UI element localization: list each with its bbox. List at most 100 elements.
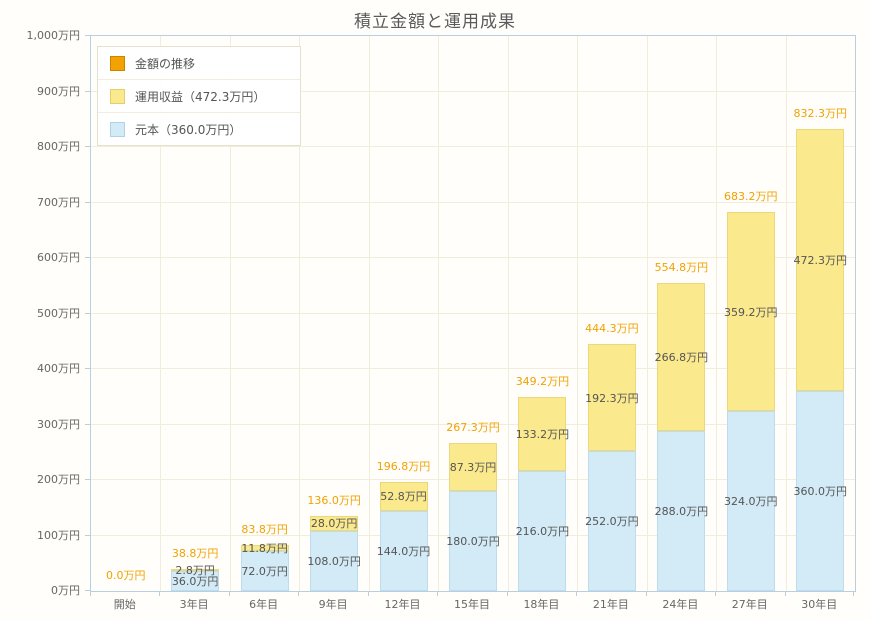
legend: 金額の推移運用収益（472.3万円） 元本（360.0万円） [97, 46, 301, 146]
x-axis-tick [506, 591, 508, 596]
bar-profit-label: 87.3万円 [449, 460, 497, 474]
legend-item[interactable]: 元本（360.0万円） [98, 113, 300, 145]
gridline-vertical [229, 36, 231, 591]
bar-segment-profit[interactable] [449, 442, 497, 492]
bar-profit-label: 266.8万円 [654, 351, 709, 365]
bar-segment-principal[interactable] [796, 391, 845, 591]
bar-total-label: 196.8万円 [376, 459, 431, 473]
x-axis-category-label: 6年目 [249, 598, 279, 611]
gridline-vertical [507, 36, 509, 591]
y-axis: 0万円 100万円 200万円 300万円 400万円 500万円 600万円 700万円 80… [0, 29, 90, 597]
bar-segment-principal[interactable] [310, 531, 359, 591]
gridline-horizontal [91, 423, 855, 425]
bar-profit-label: 2.8万円 [175, 564, 215, 578]
bar-principal-label: 72.0万円 [241, 565, 288, 579]
y-axis-tick-label: 300万円 [37, 417, 80, 431]
bar-profit-label: 133.2万円 [515, 428, 570, 442]
bar-total-label: 832.3万円 [793, 107, 848, 121]
bar-total-label: 83.8万円 [241, 522, 288, 536]
gridline-horizontal [91, 90, 855, 92]
x-axis-tick [437, 591, 439, 596]
bar-segment-profit[interactable] [310, 515, 359, 532]
bar-profit-label: 472.3万円 [793, 254, 848, 268]
y-axis-tick [85, 201, 90, 203]
legend-swatch [110, 55, 125, 71]
y-axis-tick [85, 312, 90, 314]
bar-profit-label: 192.3万円 [585, 391, 639, 405]
gridline-horizontal [91, 312, 855, 314]
legend-item[interactable]: 運用収益（472.3万円） [98, 80, 300, 113]
bar-total-label: 554.8万円 [654, 261, 709, 275]
bar-principal-label: 144.0万円 [376, 545, 431, 559]
x-axis: 開始 3年目 6年目 9年目 12年目 15年目 18年目 21年目 24年目 27年目 30年目 [90, 591, 854, 615]
x-axis-category-label: 3年目 [179, 598, 209, 611]
gridline-vertical [368, 36, 370, 591]
gridline-horizontal [91, 201, 855, 203]
x-axis-category-label: 18年目 [523, 598, 560, 611]
bar-principal-label: 108.0万円 [307, 555, 361, 569]
y-axis-tick [85, 423, 90, 425]
bar-total-label: 349.2万円 [515, 375, 570, 389]
bar-segment-profit[interactable] [518, 397, 567, 472]
y-axis-tick [85, 534, 90, 536]
bar-segment-principal[interactable] [171, 571, 220, 591]
bar-principal-label: 216.0万円 [515, 525, 570, 539]
bar-segment-principal[interactable] [657, 431, 706, 591]
y-axis-tick-label: 1,000万円 [26, 29, 81, 42]
x-axis-tick [853, 591, 854, 596]
gridline-horizontal [91, 146, 855, 147]
bar-total-label: 683.2万円 [724, 189, 778, 203]
bar-segment-profit[interactable] [379, 481, 428, 512]
legend-item-label: 金額の推移 [135, 56, 196, 71]
x-axis-tick [90, 591, 91, 596]
x-axis-category-label: 21年目 [592, 598, 629, 611]
bar-segment-profit[interactable] [240, 544, 289, 552]
bar-segment-principal[interactable] [518, 471, 567, 591]
bar-principal-label: 360.0万円 [793, 485, 848, 499]
y-axis-tick-label: 400万円 [37, 362, 80, 375]
x-axis-category-label: 15年目 [453, 598, 490, 611]
y-axis-tick-label: 600万円 [37, 251, 80, 264]
legend-item-label: 運用収益（472.3万円） [135, 89, 266, 104]
y-axis-tick [85, 479, 90, 480]
x-axis-tick [228, 591, 230, 596]
bar-principal-label: 288.0万円 [654, 505, 709, 519]
gridline-vertical [646, 36, 648, 591]
gridline-vertical [438, 36, 440, 591]
bar-total-label: 0.0万円 [105, 569, 146, 582]
y-axis-tick [85, 146, 90, 147]
x-axis-tick [645, 591, 647, 596]
bar-total-label: 38.8万円 [171, 547, 219, 561]
y-axis-tick-label: 100万円 [37, 528, 80, 542]
bar-segment-profit[interactable] [726, 211, 775, 412]
y-axis-tick-label: 500万円 [37, 306, 80, 320]
x-axis-tick [159, 591, 161, 596]
bar-total-label: 267.3万円 [446, 420, 500, 434]
x-axis-category-label: 開始 [113, 598, 136, 611]
bar-principal-label: 252.0万円 [585, 515, 639, 529]
bar-segment-principal[interactable] [726, 411, 775, 591]
gridline-vertical [577, 36, 579, 591]
y-axis-tick-label: 200万円 [37, 473, 80, 486]
bar-segment-profit[interactable] [171, 569, 220, 572]
bar-principal-label: 36.0万円 [171, 575, 219, 589]
plot-area: 0.0万円 36.0万円 2.8万円 38.8万円 72.0万円 11.8万円 83.8万円… [90, 35, 856, 592]
bar-segment-profit[interactable] [796, 129, 845, 392]
y-axis-tick [85, 90, 90, 92]
bar-segment-principal[interactable] [587, 451, 636, 591]
y-axis-tick-label: 700万円 [37, 195, 80, 209]
bar-total-label: 444.3万円 [585, 322, 639, 336]
bar-segment-principal[interactable] [240, 551, 289, 591]
x-axis-category-label: 30年目 [801, 598, 838, 611]
legend-item[interactable]: 金額の推移 [98, 47, 300, 80]
x-axis-category-label: 24年目 [662, 598, 699, 611]
x-axis-category-label: 12年目 [384, 598, 421, 611]
bar-segment-principal[interactable] [449, 491, 497, 591]
bar-segment-profit[interactable] [657, 283, 706, 432]
y-axis-tick-label: 800万円 [37, 140, 80, 153]
x-axis-tick [715, 591, 717, 596]
bar-profit-label: 11.8万円 [241, 541, 288, 555]
bar-segment-profit[interactable] [587, 344, 636, 452]
bar-segment-principal[interactable] [379, 511, 428, 591]
x-axis-tick [298, 591, 300, 596]
